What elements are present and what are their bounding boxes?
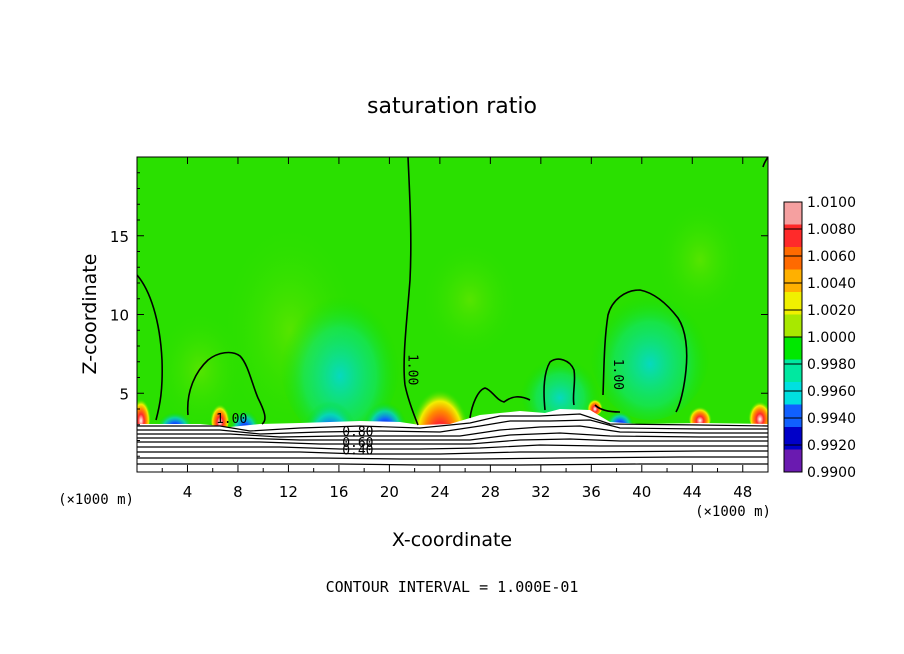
colorbar-label: 1.0040 [807, 276, 856, 292]
chart-title: saturation ratio [367, 94, 537, 119]
colorbar-swatch [784, 269, 802, 293]
colorbar-label: 1.0060 [807, 249, 856, 265]
isoline [137, 438, 768, 445]
isoline [602, 289, 688, 413]
colorbar-swatch [784, 449, 802, 473]
isoline [186, 351, 266, 425]
x-axis-label: X-coordinate [392, 529, 512, 551]
isoline [137, 274, 163, 421]
isoline [137, 413, 768, 432]
y-axis-label: Z-coordinate [79, 254, 101, 375]
contour-label-group: 1.00 1.00 1.00 0.800.600.40 [216, 354, 625, 459]
contour-1.00 [137, 157, 768, 426]
colorbar-swatch [784, 202, 802, 225]
x-axis: 4 8 12 16 20 24 28 32 36 40 44 48 [161, 157, 752, 501]
colorbar-swatch [784, 359, 802, 383]
colorbar-label: 1.0100 [807, 195, 856, 211]
high-saturation-region [688, 401, 712, 429]
x-unit-left: (×1000 m) [58, 492, 134, 508]
colorbar-label: 1.0000 [807, 330, 856, 346]
contour-label: 0.80 [342, 425, 373, 440]
x-tick-label: 28 [481, 483, 500, 501]
contour-label: 1.00 [404, 354, 419, 385]
colorbar: 1.0100 1.0080 1.0060 1.0040 1.0020 1.0000 0.99… [783, 195, 856, 481]
isoline [137, 450, 768, 455]
x-tick-label: 24 [430, 483, 449, 501]
isoline [137, 419, 768, 435]
y-tick-label: 10 [110, 307, 129, 325]
contour-label: 1.00 [610, 359, 625, 390]
isoline [543, 358, 576, 411]
x-tick-label: 40 [632, 483, 651, 501]
y-tick-label: 5 [119, 385, 129, 403]
contour-label: 0.60 [342, 436, 373, 451]
contour-interval-note: CONTOUR INTERVAL = 1.000E-01 [326, 578, 579, 596]
colorbar-swatch [784, 314, 802, 338]
x-tick-label: 4 [183, 483, 193, 501]
isoline [403, 157, 419, 426]
isoline [137, 456, 768, 460]
x-tick-label: 16 [329, 483, 348, 501]
field-shade [420, 240, 520, 360]
isoline [594, 404, 621, 413]
contour-label: 0.40 [342, 444, 373, 459]
x-tick-label: 48 [733, 483, 752, 501]
colorbar-swatch [784, 292, 802, 315]
lower-isolines [137, 413, 768, 466]
high-saturation-region [748, 394, 768, 430]
field-shade [590, 280, 710, 420]
colorbar-label: 0.9900 [807, 465, 856, 481]
colorbar-label: 0.9940 [807, 411, 856, 427]
isoline [137, 463, 768, 466]
isoline [137, 425, 768, 438]
colorbar-swatch [784, 224, 802, 248]
colorbar-label: 0.9980 [807, 357, 856, 373]
high-saturation-region [210, 397, 230, 433]
y-tick-label: 15 [110, 228, 129, 246]
x-tick-label: 20 [380, 483, 399, 501]
colorbar-swatch [784, 404, 802, 428]
field-shade [655, 200, 745, 320]
colorbar-label: 1.0080 [807, 222, 856, 238]
isoline [469, 387, 531, 419]
colorbar-label: 0.9960 [807, 384, 856, 400]
high-saturation-region [137, 390, 151, 434]
y-axis: 5 10 15 [110, 172, 768, 457]
x-unit-right: (×1000 m) [695, 504, 771, 520]
x-tick-label: 8 [233, 483, 243, 501]
contour-label: 1.00 [216, 412, 247, 427]
colorbar-label: 0.9920 [807, 438, 856, 454]
isoline [762, 157, 768, 168]
isoline [137, 444, 768, 450]
colorbar-swatch [784, 247, 802, 270]
plot-area: 1.00 1.00 1.00 0.800.600.40 [137, 157, 768, 472]
isoline [137, 432, 768, 441]
colorbar-swatch [784, 427, 802, 450]
colorbar-swatch [784, 337, 802, 360]
colorbar-label: 1.0020 [807, 303, 856, 319]
x-tick-label: 32 [531, 483, 550, 501]
x-tick-label: 36 [582, 483, 601, 501]
x-tick-label: 44 [683, 483, 702, 501]
x-tick-label: 12 [279, 483, 298, 501]
colorbar-swatch [784, 382, 802, 405]
